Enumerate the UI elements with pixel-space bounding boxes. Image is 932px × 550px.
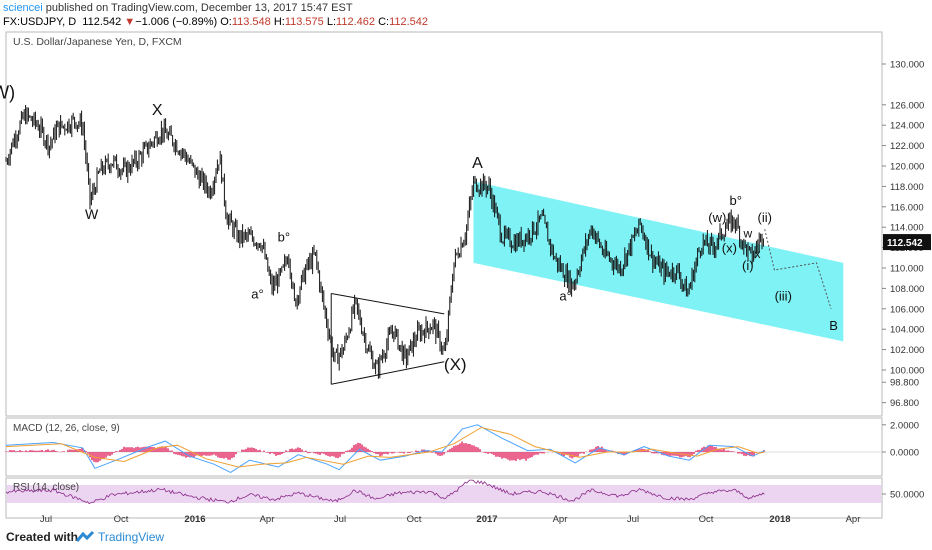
rsi-title: RSI (14, close) xyxy=(13,482,79,493)
price-axis-tick-label: 106.000 xyxy=(890,304,924,315)
time-axis-tick-label: Jul xyxy=(627,514,639,525)
high-value: 113.575 xyxy=(284,16,324,28)
price-axis-tick-label: 110.000 xyxy=(890,264,924,275)
time-axis-tick-label: Oct xyxy=(114,514,129,525)
wave-label: A xyxy=(472,155,483,172)
low-label: L: xyxy=(326,16,337,28)
rsi-axis-tick-label: 50.0000 xyxy=(890,490,924,501)
symbol-label: FX:USDJPY, D xyxy=(3,16,77,28)
chart-header: sciencei published on TradingView.com, D… xyxy=(0,0,932,30)
wave-label: (W) xyxy=(0,83,15,103)
macd-line xyxy=(5,424,765,473)
wave-label: b° xyxy=(278,229,290,244)
tradingview-brand[interactable]: TradingView xyxy=(98,530,165,544)
price-axis-tick-label: 124.000 xyxy=(890,121,924,132)
wave-label: x xyxy=(754,247,760,261)
time-axis-tick-label: 2016 xyxy=(184,514,205,525)
price-axis-tick-label: 100.000 xyxy=(890,366,924,377)
wave-label: w xyxy=(742,226,752,240)
created-with-text: Created with xyxy=(6,530,79,544)
macd-title: MACD (12, 26, close, 9) xyxy=(13,423,120,434)
price-axis-tick-label: 102.000 xyxy=(890,345,924,356)
low-value: 112.462 xyxy=(336,16,375,28)
footer: Created with TradingView xyxy=(0,526,932,550)
price-axis-tick-label: 118.000 xyxy=(890,182,924,193)
time-axis-tick-label: Jul xyxy=(40,514,52,525)
price-axis-tick-label: 126.000 xyxy=(890,100,924,111)
author-link[interactable]: sciencei xyxy=(3,2,43,14)
time-axis-tick-label: Apr xyxy=(846,514,861,525)
wave-label: a° xyxy=(559,289,571,304)
wave-label: b° xyxy=(730,193,742,208)
time-axis-tick-label: Apr xyxy=(260,514,275,525)
chart-canvas[interactable]: 130.000 126.000 124.000 122.000 120.000 118.0… xyxy=(0,30,932,526)
ohlc-line: FX:USDJPY, D 112.542 ▼−1.006 (−0.89%) O:… xyxy=(3,16,428,28)
wave-label: (X) xyxy=(444,355,467,374)
main-panel-frame xyxy=(5,31,883,417)
last-price: 112.542 xyxy=(82,16,122,28)
macd-axis-tick-label: 0.0000 xyxy=(890,448,919,459)
price-axis-tick-label: 104.000 xyxy=(890,325,924,336)
change-value: −1.006 (−0.89%) xyxy=(135,16,218,28)
time-axis-tick-label: 2017 xyxy=(476,514,497,525)
wave-label: (ii) xyxy=(757,210,771,225)
time-axis-tick-label: 2018 xyxy=(769,514,790,525)
open-label: O: xyxy=(220,16,232,28)
rsi-band xyxy=(7,485,881,503)
time-axis-tick-label: Oct xyxy=(699,514,714,525)
macd-panel-frame xyxy=(5,417,883,477)
wave-label: (x) xyxy=(722,241,737,256)
close-label: C: xyxy=(378,16,390,28)
wave-label: (iii) xyxy=(775,289,792,304)
high-label: H: xyxy=(273,16,285,28)
publish-line: sciencei published on TradingView.com, D… xyxy=(3,2,353,14)
price-axis-tick-label: 116.000 xyxy=(890,202,924,213)
price-axis-tick-label: 108.000 xyxy=(890,284,924,295)
price-axis-tick-label: 122.000 xyxy=(890,141,924,152)
triangle-lower-line xyxy=(331,361,445,385)
tradingview-logo-icon xyxy=(75,530,95,542)
wave-projection-path xyxy=(764,229,832,309)
macd-axis-tick-label: 2.0000 xyxy=(890,420,919,431)
wave-label: a° xyxy=(251,287,263,302)
chart-title: U.S. Dollar/Japanese Yen, D, FXCM xyxy=(13,36,182,48)
wave-label: X xyxy=(152,102,163,119)
published-text: published on TradingView.com, December 1… xyxy=(42,2,353,14)
time-axis-tick-label: Jul xyxy=(334,514,346,525)
down-arrow-icon: ▼ xyxy=(124,16,136,28)
wave-label: B xyxy=(829,318,838,333)
time-axis-tick-label: Oct xyxy=(407,514,422,525)
rsi-panel-frame xyxy=(5,477,883,519)
price-axis-tick-label: 96.800 xyxy=(890,398,919,409)
wave-label: (i) xyxy=(742,258,754,273)
price-axis-tick-label: 98.800 xyxy=(890,378,919,389)
wave-label: (w) xyxy=(708,210,726,225)
price-axis-tick-label: 120.000 xyxy=(890,162,924,173)
last-price-tag-label: 112.542 xyxy=(887,238,923,249)
signal-line xyxy=(5,426,765,468)
open-value: 113.548 xyxy=(231,16,271,28)
rsi-line xyxy=(5,479,765,505)
close-value: 112.542 xyxy=(389,16,429,28)
last-price-tag xyxy=(883,234,931,251)
price-axis-tick-label: 114.000 xyxy=(890,223,924,234)
price-axis-tick-label: 130.000 xyxy=(890,60,924,71)
wave-label: W xyxy=(85,206,99,222)
time-axis-tick-label: Apr xyxy=(553,514,568,525)
triangle-upper-line xyxy=(331,293,445,315)
